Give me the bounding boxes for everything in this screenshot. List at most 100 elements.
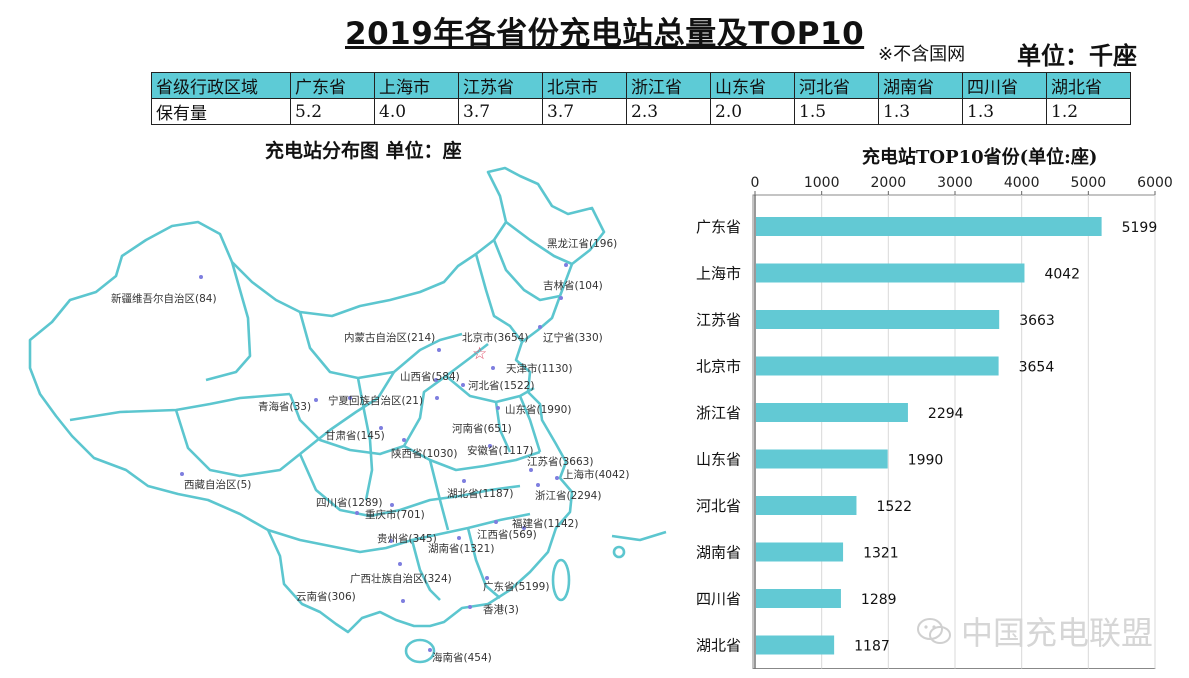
coastline-mark	[611, 530, 667, 542]
city-dot	[434, 378, 438, 382]
y-category-label: 四川省	[696, 590, 741, 608]
y-category-label: 上海市	[696, 265, 741, 283]
map-label: 内蒙古自治区(214)	[344, 331, 435, 344]
watermark-text: 中国充电联盟	[961, 614, 1154, 652]
province-border	[494, 401, 512, 453]
city-dot	[428, 648, 432, 652]
city-dot	[389, 539, 393, 543]
value-cell: 1.3	[962, 98, 1047, 125]
map-label: 河北省(1522)	[468, 379, 534, 392]
data-label: 1289	[861, 592, 897, 608]
chart-title: 充电站TOP10省份(单位:座)	[862, 147, 1098, 168]
wechat-icon	[917, 618, 951, 644]
bar	[756, 217, 1102, 236]
data-label: 4042	[1044, 267, 1080, 283]
map-label: 陕西省(1030)	[391, 447, 457, 460]
hainan-island	[404, 638, 436, 664]
province-border	[466, 527, 501, 599]
map-label: 河南省(651)	[452, 422, 512, 435]
province-cell: 北京市	[542, 72, 627, 99]
city-dot	[379, 426, 383, 430]
bar	[756, 403, 908, 422]
city-dot	[485, 576, 489, 580]
map-label: 山西省(584)	[400, 370, 460, 383]
map-label: 重庆市(701)	[365, 508, 425, 521]
city-dot	[538, 325, 542, 329]
province-cell: 浙江省	[626, 72, 711, 99]
map-label: 天津市(1130)	[506, 362, 572, 375]
map-label: 广东省(5199)	[483, 580, 549, 593]
data-label: 1321	[863, 546, 899, 562]
map-label: 西藏自治区(5)	[184, 478, 251, 491]
capital-star: ☆	[472, 344, 487, 364]
map-labels: 黑龙江省(196) 吉林省(104) 辽宁省(330) 新疆维吾尔自治区(84)…	[111, 237, 629, 664]
taiwan-island	[551, 558, 571, 602]
province-border	[205, 261, 252, 382]
unit-label: 单位：千座	[1017, 42, 1137, 70]
city-dot	[536, 483, 540, 487]
data-label: 2294	[928, 406, 964, 422]
y-category-label: 湖南省	[696, 544, 741, 562]
value-cell: 1.3	[878, 98, 963, 125]
city-dot	[199, 275, 203, 279]
bar	[756, 449, 888, 469]
data-label: 1522	[876, 499, 912, 515]
map-label: 湖南省(1321)	[428, 542, 494, 555]
province-border	[410, 539, 441, 601]
page-title: 2019年各省份充电站总量及TOP10	[345, 16, 865, 52]
map-label: 海南省(454)	[432, 651, 492, 664]
province-border	[298, 311, 463, 380]
y-category-label: 广东省	[696, 218, 741, 236]
map-label: 新疆维吾尔自治区(84)	[111, 292, 217, 305]
province-border	[518, 395, 542, 453]
province-border	[299, 371, 396, 456]
province-border	[492, 239, 561, 302]
province-border	[174, 409, 301, 478]
map-label: 江西省(569)	[477, 528, 537, 541]
bar	[756, 589, 841, 608]
y-category-label: 山东省	[696, 451, 741, 469]
map-label: 吉林省(104)	[543, 279, 603, 292]
map-label: 黑龙江省(196)	[547, 237, 617, 250]
province-border	[505, 220, 573, 266]
x-tick-label: 4000	[1004, 175, 1040, 191]
value-label-cell: 保有量	[151, 98, 291, 125]
y-category-label: 河北省	[696, 497, 741, 515]
province-border	[402, 342, 489, 447]
bar	[756, 310, 1000, 329]
city-dot	[457, 536, 461, 540]
map-label: 辽宁省(330)	[543, 331, 603, 344]
bar	[756, 496, 857, 515]
map-label: 安徽省(1117)	[467, 444, 533, 457]
value-cell: 5.2	[290, 98, 375, 125]
province-cell: 广东省	[290, 72, 375, 99]
province-border	[298, 453, 521, 518]
map-label: 湖北省(1187)	[447, 487, 513, 500]
city-dot	[488, 444, 492, 448]
province-border	[403, 444, 541, 472]
data-label: 3654	[1019, 360, 1055, 376]
data-label: 1990	[908, 453, 944, 469]
city-dot	[496, 406, 500, 410]
value-cell: 1.5	[794, 98, 879, 125]
city-dot	[529, 468, 533, 472]
city-dot	[462, 479, 466, 483]
value-cell: 3.7	[458, 98, 543, 125]
map-label: 甘肃省(145)	[325, 429, 385, 442]
bar	[756, 635, 835, 655]
city-dot	[314, 398, 318, 402]
province-border	[69, 392, 291, 422]
map-label: 宁夏回族自治区(21)	[328, 394, 423, 407]
y-category-label: 江苏省	[696, 311, 741, 329]
map-label: 四川省(1289)	[316, 496, 382, 509]
x-tick-label: 2000	[871, 175, 907, 191]
province-border	[267, 512, 531, 554]
watermark: 中国充电联盟	[915, 608, 1153, 654]
city-dot	[355, 511, 359, 515]
map-label: 香港(3)	[483, 604, 519, 616]
province-cell: 江苏省	[458, 72, 543, 99]
map-label: 云南省(306)	[296, 590, 356, 603]
table-value-row: 保有量 5.2 4.0 3.7 3.7 2.3 2.0 1.5 1.3 1.3 …	[151, 98, 1131, 125]
province-border	[288, 393, 405, 456]
